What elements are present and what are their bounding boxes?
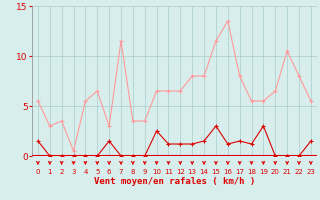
X-axis label: Vent moyen/en rafales ( km/h ): Vent moyen/en rafales ( km/h ) <box>94 177 255 186</box>
